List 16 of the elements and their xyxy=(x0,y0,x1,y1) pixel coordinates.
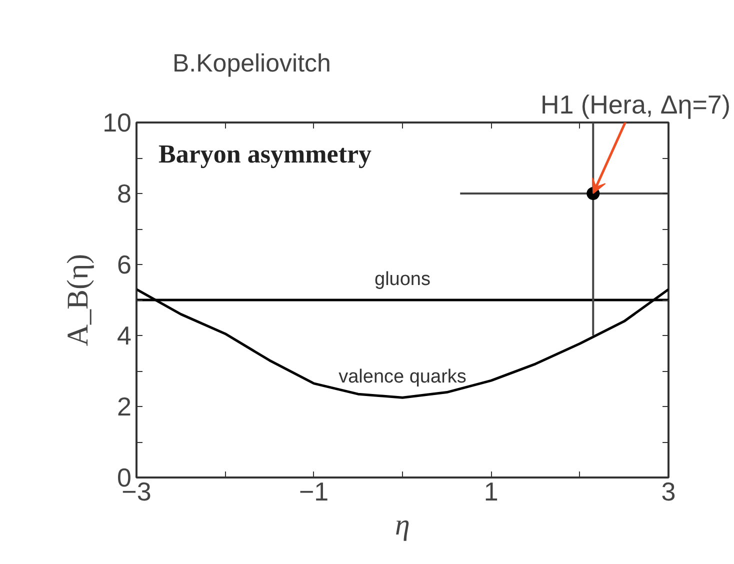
x-axis-title: η xyxy=(395,508,410,542)
line-series xyxy=(136,288,668,399)
x-tick-label: −1 xyxy=(299,476,329,506)
y-tick-label: 8 xyxy=(117,178,132,208)
text: B.Kopeliovitch xyxy=(172,50,331,78)
y-tick-label: 10 xyxy=(102,108,132,138)
annotation: H1 (Hera, Δη=7) xyxy=(540,90,731,120)
y-axis-title: A_B(η) xyxy=(62,254,95,346)
y-tick-label: 2 xyxy=(117,392,132,422)
y-tick-label: 4 xyxy=(117,320,132,350)
y-tick-label: 6 xyxy=(117,250,132,280)
x-tick-label: 3 xyxy=(661,476,676,506)
x-tick-label: 1 xyxy=(484,476,498,506)
series-label: gluons xyxy=(374,269,431,290)
series-label: valence quarks xyxy=(338,366,466,388)
text: Baryon asymmetry xyxy=(158,140,372,168)
